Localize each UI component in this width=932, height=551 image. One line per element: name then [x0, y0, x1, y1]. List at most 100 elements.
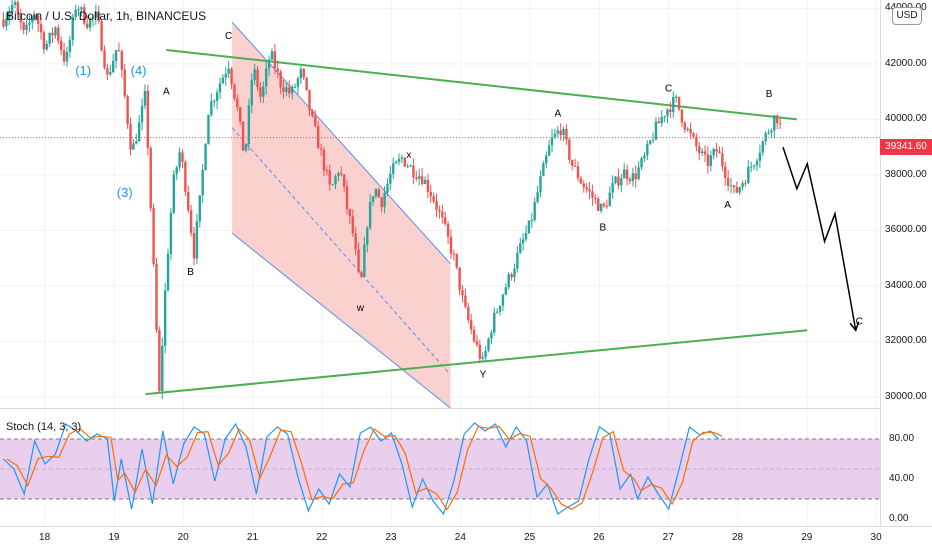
candle-body — [302, 68, 305, 78]
candle-body — [674, 96, 678, 98]
candle — [221, 74, 225, 84]
candle-body — [651, 139, 655, 141]
candle-body — [689, 128, 692, 134]
candle — [761, 140, 764, 157]
candle — [207, 114, 210, 145]
candle — [631, 167, 635, 187]
candle — [441, 204, 444, 224]
candle-body — [192, 233, 196, 259]
candle — [420, 167, 424, 186]
candle — [700, 148, 704, 157]
candle-body — [109, 72, 112, 75]
candle — [5, 12, 8, 31]
candle-body — [553, 133, 557, 138]
candle-body — [94, 11, 98, 18]
currency-badge[interactable]: USD — [892, 7, 922, 25]
price-chart[interactable]: (1) (4) (3) A B Cw x Y A B C A B C — [0, 0, 880, 408]
candle-body — [443, 217, 447, 224]
candle-body — [42, 32, 46, 50]
candle-body — [244, 144, 248, 151]
candle — [776, 114, 779, 130]
candle-body — [726, 177, 730, 186]
candle — [392, 157, 395, 179]
candle-body — [423, 179, 427, 184]
candle — [695, 133, 698, 152]
candle-body — [686, 128, 689, 130]
candle — [674, 94, 678, 103]
candle — [750, 161, 753, 173]
candle — [415, 170, 418, 182]
stoch-band — [0, 439, 880, 499]
candle-body — [735, 187, 738, 193]
candle-body — [706, 154, 710, 166]
candle — [371, 195, 375, 206]
candle-body — [441, 211, 444, 218]
candle — [28, 14, 31, 33]
candle — [132, 139, 135, 150]
candle-body — [184, 162, 187, 192]
time-axis[interactable]: 18 19 20 21 22 23 24 25 26 27 28 29 30 — [0, 526, 932, 551]
candle — [331, 183, 334, 186]
wave-label: Y — [480, 369, 487, 380]
candle-body — [660, 116, 663, 124]
candle — [187, 185, 190, 213]
candle-body — [215, 92, 219, 101]
candle — [210, 93, 213, 117]
candle-body — [227, 68, 230, 74]
candle — [715, 142, 718, 158]
candle-body — [550, 137, 554, 146]
time-tick-label: 22 — [316, 532, 328, 543]
candle — [654, 116, 658, 141]
candle — [276, 60, 279, 79]
candle — [724, 161, 727, 186]
candle — [149, 145, 152, 212]
price-axis[interactable]: 44000.0042000.0040000.0038000.0036000.00… — [880, 0, 932, 526]
wave-label: (1) — [75, 63, 91, 78]
candle-body — [539, 176, 542, 193]
candle — [60, 36, 63, 56]
candle-body — [83, 7, 86, 24]
current-price-label: 39341.60 — [880, 139, 932, 155]
candle-body — [493, 312, 496, 333]
candle-body — [166, 253, 170, 291]
candle — [498, 305, 502, 316]
candle — [562, 126, 565, 142]
candle-body — [230, 68, 233, 85]
candle — [611, 175, 614, 199]
candle — [409, 164, 412, 167]
candle — [663, 115, 666, 123]
candle — [446, 221, 450, 244]
candle — [721, 147, 724, 172]
candle — [406, 163, 409, 169]
candle — [308, 89, 311, 117]
candle — [735, 181, 738, 194]
candle-body — [467, 306, 470, 321]
candle-body — [773, 115, 776, 131]
stochastic-chart[interactable] — [0, 409, 880, 526]
candle-body — [54, 27, 57, 36]
candle — [114, 50, 118, 69]
candle-body — [13, 2, 17, 5]
pane-separator[interactable] — [0, 408, 880, 409]
candle — [340, 166, 343, 177]
stochastic-pane[interactable] — [0, 409, 880, 526]
candle — [530, 212, 534, 229]
candle — [233, 83, 236, 101]
wave-label: (3) — [117, 185, 133, 200]
candle — [487, 337, 490, 353]
candle — [342, 174, 346, 193]
candle-body — [478, 344, 482, 359]
candle-body — [325, 170, 329, 172]
candle-body — [620, 178, 623, 186]
candle-body — [62, 50, 66, 62]
candle — [443, 211, 447, 227]
candle-body — [666, 109, 669, 117]
candle — [617, 168, 620, 190]
candle — [429, 184, 432, 203]
candle-body — [683, 122, 687, 130]
candle — [677, 96, 681, 111]
candle — [319, 143, 323, 156]
candle-body — [264, 68, 268, 87]
candle — [267, 55, 271, 77]
